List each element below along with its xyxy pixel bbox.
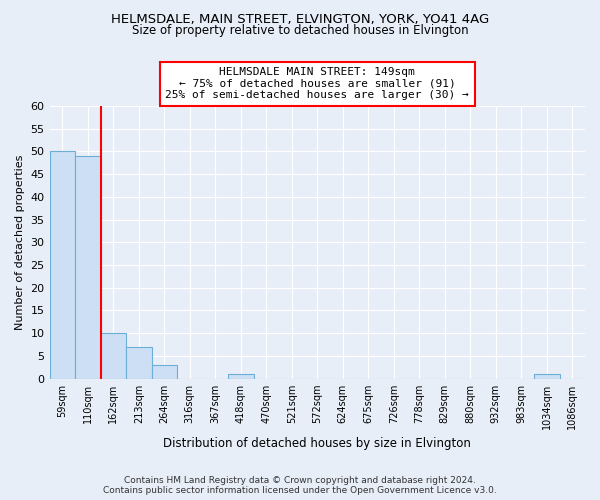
Bar (228, 374, 254, 378)
Bar (534, 374, 560, 378)
Text: Size of property relative to detached houses in Elvington: Size of property relative to detached ho… (131, 24, 469, 37)
Bar (50, 152, 75, 378)
Text: HELMSDALE MAIN STREET: 149sqm
← 75% of detached houses are smaller (91)
25% of s: HELMSDALE MAIN STREET: 149sqm ← 75% of d… (166, 67, 469, 100)
Bar (126, 346, 152, 378)
Y-axis label: Number of detached properties: Number of detached properties (15, 154, 25, 330)
Bar (101, 333, 126, 378)
Text: HELMSDALE, MAIN STREET, ELVINGTON, YORK, YO41 4AG: HELMSDALE, MAIN STREET, ELVINGTON, YORK,… (111, 12, 489, 26)
Text: Contains HM Land Registry data © Crown copyright and database right 2024.
Contai: Contains HM Land Registry data © Crown c… (103, 476, 497, 495)
X-axis label: Distribution of detached houses by size in Elvington: Distribution of detached houses by size … (163, 437, 471, 450)
Bar (152, 365, 177, 378)
Bar (75, 156, 101, 378)
